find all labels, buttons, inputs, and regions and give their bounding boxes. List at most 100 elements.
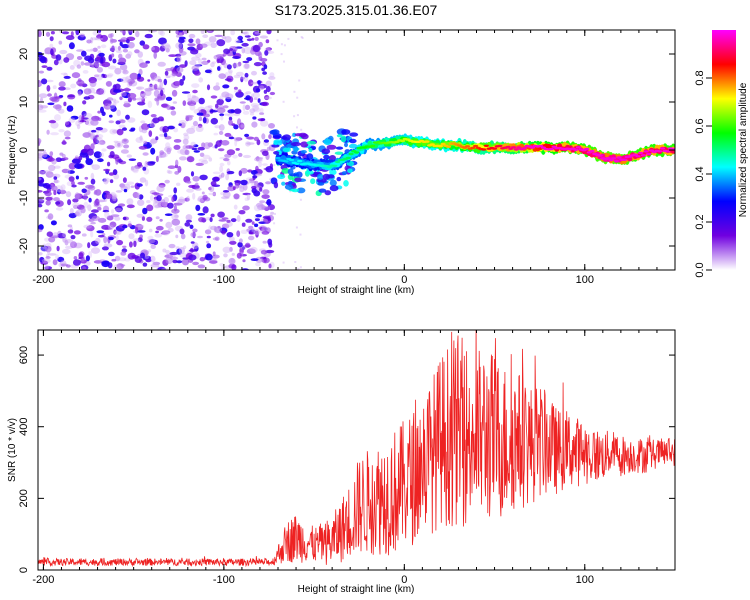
spectrogram-noise-cell xyxy=(270,211,275,215)
spectrogram-noise-cell xyxy=(254,156,264,160)
spectrogram-noise-cell xyxy=(241,47,246,54)
spectrogram-noise-cell xyxy=(164,179,170,184)
spectrogram-noise-cell xyxy=(48,236,56,243)
spectrogram-noise-cell xyxy=(77,90,82,97)
spectrogram-noise-cell xyxy=(291,135,293,137)
spectrogram-noise-cell xyxy=(227,69,233,74)
spectrogram-noise-cell xyxy=(265,86,271,93)
spectrogram-noise-cell xyxy=(101,260,110,268)
snr-y-ticks: 0 200 400 600 xyxy=(18,346,675,573)
spectrogram-noise-cell xyxy=(192,228,198,233)
spectrogram-noise-cell xyxy=(38,198,45,204)
spectrogram-noise-cell xyxy=(248,235,255,241)
spectrogram-noise-cell xyxy=(126,36,136,41)
spectrogram-ridge-cell xyxy=(273,181,279,189)
spectrogram-noise-cell xyxy=(38,252,43,256)
spectrogram-noise-cell xyxy=(206,84,211,91)
spectrogram-noise-cell xyxy=(201,60,209,65)
spectrogram-noise-cell xyxy=(166,169,171,174)
spectrogram-noise-cell xyxy=(249,96,254,103)
spectrogram-noise-cell xyxy=(296,114,299,117)
spectrogram-noise-cell xyxy=(117,142,121,147)
spectrogram-noise-cell xyxy=(97,45,101,49)
spectrogram-noise-cell xyxy=(213,226,217,233)
spectrogram-noise-cell xyxy=(103,178,109,185)
spectrogram-ridge-cell xyxy=(321,148,331,155)
colorbar-label: Normalized spectral amplitude xyxy=(738,82,749,217)
spectrogram-noise-cell xyxy=(218,124,225,131)
spectrogram-noise-cell xyxy=(159,184,166,188)
spectrogram-noise-cell xyxy=(246,38,253,42)
spectrogram-noise-cell xyxy=(221,140,230,146)
spectrogram-noise-cell xyxy=(140,93,147,97)
spectrogram-x-label: Height of straight line (km) xyxy=(298,285,415,296)
spectrogram-ridge-cell xyxy=(353,151,360,154)
spectrogram-noise-cell xyxy=(70,235,76,240)
spectrogram-noise-cell xyxy=(69,65,75,70)
spectrogram-noise-cell xyxy=(94,60,100,68)
spectrogram-noise-cell xyxy=(280,53,283,56)
spectrogram-noise-cell xyxy=(59,49,68,55)
spectrogram-noise-cell xyxy=(195,182,199,186)
snr-y-tick-label: 400 xyxy=(18,418,30,436)
spectrogram-noise-cell xyxy=(245,91,252,95)
spectrogram-noise-cell xyxy=(124,87,130,93)
spectrogram-ridge-cell xyxy=(336,134,343,138)
spectrogram-noise-cell xyxy=(244,104,251,111)
spectrogram-noise-cell xyxy=(174,81,181,86)
spectrogram-noise-cell xyxy=(242,259,246,263)
spectrogram-noise-cell xyxy=(44,51,52,55)
spectrogram-noise-cell xyxy=(294,261,297,263)
spectrogram-noise-cell xyxy=(38,195,46,202)
spectrogram-noise-cell xyxy=(208,36,217,43)
spectrogram-noise-cell xyxy=(259,187,263,192)
spectrogram-noise-cell xyxy=(108,33,113,39)
spectrogram-ridge-cell xyxy=(343,180,349,187)
spectrogram-noise-cell xyxy=(123,144,130,149)
spectrogram-noise-cell xyxy=(97,217,107,223)
spectrogram-noise-cell xyxy=(146,204,154,212)
spectrogram-noise-cell xyxy=(283,60,285,63)
spectrogram-noise-cell xyxy=(173,187,177,194)
spectrogram-noise-cell xyxy=(265,181,272,185)
spectrogram-noise-cell xyxy=(225,173,230,181)
spectrogram-noise-cell xyxy=(151,45,160,53)
spectrogram-ridge-cell xyxy=(347,168,353,173)
spectrogram-noise-cell xyxy=(203,113,211,118)
spectrogram-noise-cell xyxy=(252,104,259,112)
spectrogram-noise-cell xyxy=(249,180,256,184)
spectrogram-ridge-cell xyxy=(282,147,291,153)
spectrogram-noise-cell xyxy=(268,134,272,140)
spectrogram-noise-cell xyxy=(226,232,234,238)
spectrogram-noise-cell xyxy=(228,236,235,242)
spectrogram-noise-cell xyxy=(216,39,226,47)
spectrogram-noise-cell xyxy=(45,245,52,253)
spectrogram-ridge-cell xyxy=(483,144,489,147)
spectrogram-noise-cell xyxy=(76,64,82,69)
spectrogram-noise-cell xyxy=(176,66,184,73)
spectrogram-noise-cell xyxy=(172,259,178,264)
spectrogram-noise-cell xyxy=(234,182,240,189)
spectrogram-noise-cell xyxy=(164,213,173,216)
spectrogram-noise-cell xyxy=(268,76,276,80)
spectrogram-noise-cell xyxy=(48,173,57,177)
spectrogram-noise-cell xyxy=(85,158,93,166)
spectrogram-noise-cell xyxy=(150,263,160,268)
spectrogram-noise-cell xyxy=(159,45,166,52)
spectrogram-noise-cell xyxy=(59,189,67,195)
spectrogram-noise-cell xyxy=(224,36,232,43)
spectrogram-noise-cell xyxy=(159,150,165,156)
spectrogram-noise-cell xyxy=(161,103,168,108)
spectrogram-noise-cell xyxy=(261,231,270,235)
spectrogram-noise-cell xyxy=(119,63,128,71)
spectrogram-noise-cell xyxy=(240,76,245,80)
spectrogram-noise-cell xyxy=(138,224,145,228)
spectrogram-noise-cell xyxy=(244,30,249,37)
spectrogram-noise-cell xyxy=(188,254,197,261)
spectrogram-ridge-cell xyxy=(288,180,293,185)
spectrogram-ridge-cell xyxy=(291,142,301,147)
spectrogram-ridge-cell xyxy=(529,146,536,149)
spectrogram-noise-cell xyxy=(153,83,158,90)
spectrogram-noise-cell xyxy=(195,187,202,191)
spectrogram-noise-cell xyxy=(186,195,190,202)
